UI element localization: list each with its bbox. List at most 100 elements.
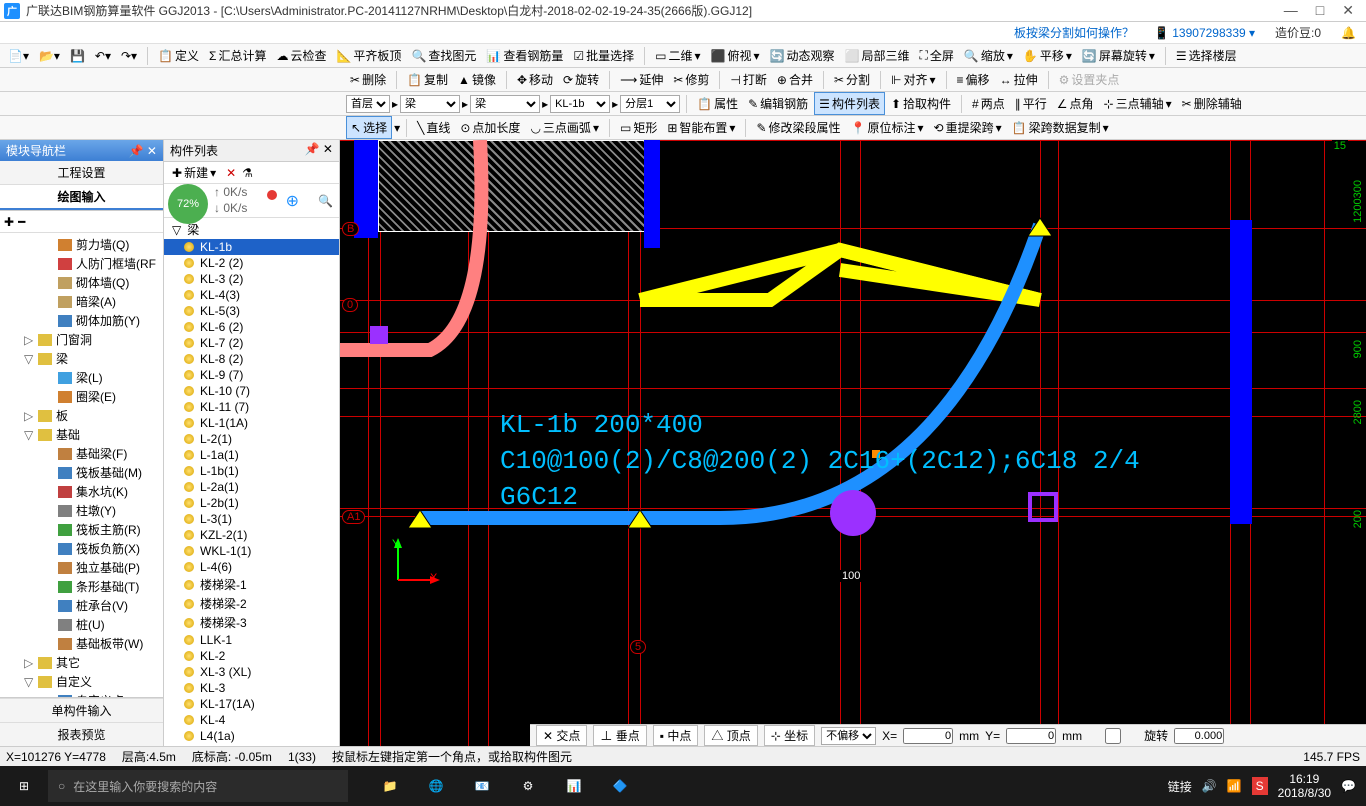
extend-button[interactable]: ⟶ 延伸: [616, 69, 667, 90]
tree-node[interactable]: 人防门框墙(RF: [0, 254, 163, 273]
task-icon[interactable]: 🔷: [598, 766, 642, 806]
help-link[interactable]: 板按梁分割如何操作？: [1014, 24, 1134, 41]
fullscreen-button[interactable]: ⛶ 全屏: [915, 45, 957, 66]
task-icon[interactable]: 📊: [552, 766, 596, 806]
undo-button[interactable]: ↶▾: [91, 47, 115, 65]
list-item[interactable]: L-2(1): [164, 431, 339, 447]
cloudcheck-button[interactable]: ☁ 云检查: [272, 45, 330, 66]
tab-single-input[interactable]: 单构件输入: [0, 698, 163, 722]
delaux-button[interactable]: ✂ 删除辅轴: [1178, 93, 1246, 114]
list-item[interactable]: KL-3: [164, 680, 339, 696]
close-button[interactable]: ✕: [1342, 2, 1354, 19]
save-button[interactable]: 💾: [66, 47, 89, 65]
respan-button[interactable]: ⟲ 重提梁跨 ▾: [930, 117, 1006, 138]
twopoint-button[interactable]: # 两点: [968, 93, 1009, 114]
move-button[interactable]: ✥ 移动: [513, 69, 557, 90]
list-item[interactable]: L-3(1): [164, 511, 339, 527]
minimize-button[interactable]: —: [1284, 2, 1298, 19]
tree-node[interactable]: ▷门窗洞: [0, 330, 163, 349]
add-icon[interactable]: ⊕: [286, 191, 299, 211]
props-button[interactable]: 📋 属性: [693, 93, 742, 114]
list-item[interactable]: LL-5: [164, 744, 339, 746]
findelem-button[interactable]: 🔍 查找图元: [407, 45, 480, 66]
complist-button[interactable]: ☰ 构件列表: [814, 92, 885, 115]
floor-combo[interactable]: 首层: [346, 95, 390, 113]
tree-node[interactable]: 圈梁(E): [0, 387, 163, 406]
grip-button[interactable]: ⚙ 设置夹点: [1055, 69, 1124, 90]
rotate-check[interactable]: [1088, 728, 1138, 744]
pane-close-icon[interactable]: 📌 ✕: [305, 142, 333, 159]
tree-expand-icon[interactable]: ✚: [4, 215, 14, 229]
line-button[interactable]: ╲ 直线: [413, 117, 454, 138]
tree-node[interactable]: ▽基础: [0, 425, 163, 444]
cat2-combo[interactable]: 梁: [470, 95, 540, 113]
list-item[interactable]: KL-11 (7): [164, 399, 339, 415]
tray-icon[interactable]: 🔊: [1202, 779, 1217, 793]
drawing-canvas[interactable]: KL-1b 200*400 C10@100(2)/C8@200(2) 2C16+…: [340, 140, 1366, 746]
delete-component-icon[interactable]: ✕: [226, 166, 236, 180]
cat1-combo[interactable]: 梁: [400, 95, 460, 113]
snap-intersection[interactable]: ✕ 交点: [536, 725, 587, 746]
tray-icon[interactable]: 📶: [1227, 779, 1242, 793]
tree-node[interactable]: 桩承台(V): [0, 596, 163, 615]
list-item[interactable]: 楼梯梁-1: [164, 575, 339, 594]
tree-node[interactable]: 桩(U): [0, 615, 163, 634]
viewrebar-button[interactable]: 📊 查看钢筋量: [482, 45, 567, 66]
tree-node[interactable]: 砌体加筋(Y): [0, 311, 163, 330]
list-item[interactable]: KL-1(1A): [164, 415, 339, 431]
new-component-button[interactable]: ✚ 新建 ▾: [168, 162, 220, 183]
list-item[interactable]: KL-2: [164, 648, 339, 664]
zoom-button[interactable]: 🔍 缩放 ▾: [960, 45, 1017, 66]
tree-node[interactable]: ▷板: [0, 406, 163, 425]
delete-button[interactable]: ✂ 删除: [346, 69, 390, 90]
2d-button[interactable]: ▭ 二维 ▾: [651, 45, 704, 66]
parallel-button[interactable]: ∥ 平行: [1011, 93, 1051, 114]
local3d-button[interactable]: ⬜ 局部三维: [841, 45, 914, 66]
list-item[interactable]: L-4(6): [164, 559, 339, 575]
aligntop-button[interactable]: 📐 平齐板顶: [332, 45, 405, 66]
search-icon[interactable]: 🔍: [318, 194, 333, 208]
tree-node[interactable]: ▷其它: [0, 653, 163, 672]
phone-number[interactable]: 📱 13907298339 ▾: [1154, 26, 1255, 40]
split-button[interactable]: ✂ 分割: [830, 69, 874, 90]
tree-node[interactable]: 基础梁(F): [0, 444, 163, 463]
topview-button[interactable]: ⬛ 俯视 ▾: [707, 45, 764, 66]
x-input[interactable]: [903, 728, 953, 744]
rotate-input[interactable]: [1174, 728, 1224, 744]
copy-button[interactable]: 📋 复制: [403, 69, 452, 90]
tree-node[interactable]: ▽梁: [0, 349, 163, 368]
list-item[interactable]: KL-9 (7): [164, 367, 339, 383]
select-button[interactable]: ↖ 选择: [346, 116, 392, 139]
taskbar-search[interactable]: ○ 在这里输入你要搜索的内容: [48, 770, 348, 802]
rotate2-button[interactable]: ⟳ 旋转: [559, 69, 603, 90]
list-item[interactable]: KL-3 (2): [164, 271, 339, 287]
tab-report-preview[interactable]: 报表预览: [0, 722, 163, 746]
merge-button[interactable]: ⊕ 合并: [773, 69, 817, 90]
new-file-button[interactable]: 📄▾: [4, 47, 33, 65]
threeaux-button[interactable]: ⊹ 三点辅轴 ▾: [1100, 93, 1176, 114]
list-item[interactable]: KL-5(3): [164, 303, 339, 319]
pan-button[interactable]: ✋ 平移 ▾: [1019, 45, 1076, 66]
tree-node[interactable]: 独立基础(P): [0, 558, 163, 577]
snap-coord[interactable]: ⊹ 坐标: [764, 725, 815, 746]
snap-mid[interactable]: ▪ 中点: [653, 725, 699, 746]
rect-button[interactable]: ▭ 矩形: [616, 117, 661, 138]
list-item[interactable]: 楼梯梁-2: [164, 594, 339, 613]
list-item[interactable]: 楼梯梁-3: [164, 613, 339, 632]
trim-button[interactable]: ✂ 修剪: [669, 69, 713, 90]
list-item[interactable]: KL-1b: [164, 239, 339, 255]
list-item[interactable]: KL-4(3): [164, 287, 339, 303]
component-combo[interactable]: KL-1b: [550, 95, 610, 113]
copyspan-button[interactable]: 📋 梁跨数据复制 ▾: [1008, 117, 1113, 138]
list-item[interactable]: L-2b(1): [164, 495, 339, 511]
maximize-button[interactable]: □: [1316, 2, 1324, 19]
open-file-button[interactable]: 📂▾: [35, 47, 64, 65]
pointlen-button[interactable]: ⊙ 点加长度: [456, 117, 524, 138]
tree-node[interactable]: 基础板带(W): [0, 634, 163, 653]
tab-draw-input[interactable]: 绘图输入: [0, 185, 163, 210]
snap-perp[interactable]: ⊥ 垂点: [593, 725, 646, 746]
editrebar-button[interactable]: ✎ 编辑钢筋: [744, 93, 812, 114]
selectfloor-button[interactable]: ☰ 选择楼层: [1172, 45, 1241, 66]
y-input[interactable]: [1006, 728, 1056, 744]
list-item[interactable]: KL-2 (2): [164, 255, 339, 271]
